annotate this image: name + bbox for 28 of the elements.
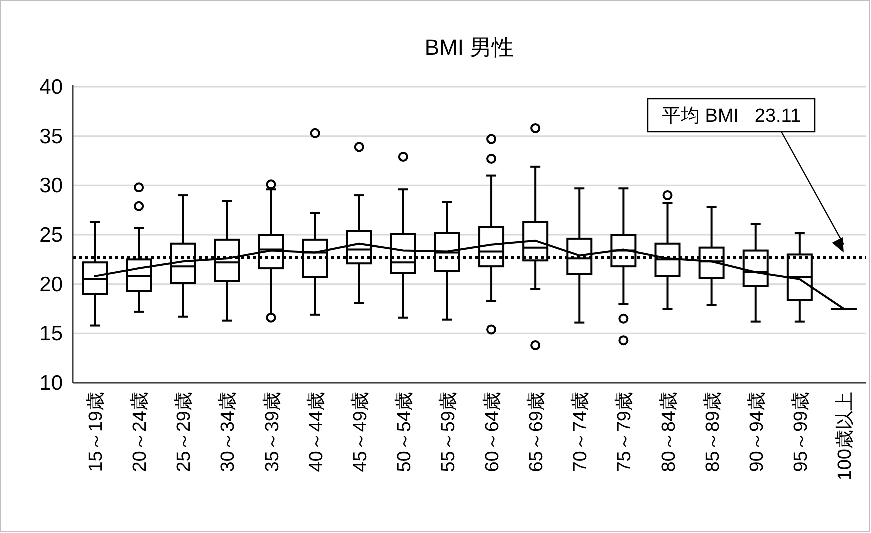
- y-tick-label: 30: [40, 174, 63, 198]
- x-tick-label: 40～44歳: [306, 392, 328, 472]
- y-tick-label: 40: [40, 76, 63, 99]
- x-tick-label: 45～49歳: [350, 392, 372, 472]
- chart-title: BMI 男性: [424, 35, 514, 60]
- y-tick-label: 35: [40, 125, 63, 148]
- y-tick-label: 10: [40, 372, 63, 395]
- x-tick-label: 25～29歳: [174, 392, 196, 472]
- x-tick-label: 70～74歳: [570, 392, 592, 472]
- annotation: 平均 BMI 23.11: [662, 106, 802, 127]
- x-tick-label: 100歳以上: [834, 392, 856, 481]
- y-tick-label: 20: [40, 273, 63, 296]
- x-tick-label: 20～24歳: [130, 392, 152, 472]
- x-tick-label: 30～34歳: [218, 392, 240, 472]
- x-tick-label: 80～84歳: [658, 392, 680, 472]
- x-tick-label: 75～79歳: [614, 392, 636, 472]
- x-tick-label: 95～99歳: [790, 392, 812, 472]
- y-tick-label: 15: [40, 322, 63, 346]
- x-tick-label: 55～59歳: [438, 392, 460, 472]
- x-tick-label: 60～64歳: [482, 392, 504, 472]
- y-tick-label: 25: [40, 224, 63, 247]
- x-tick-label: 50～54歳: [394, 392, 416, 472]
- x-tick-label: 15～19歳: [86, 392, 108, 472]
- x-tick-label: 35～39歳: [262, 392, 284, 472]
- x-tick-label: 90～94歳: [746, 392, 768, 472]
- annotation: 平均 BMI 23.11: [647, 98, 816, 133]
- x-tick-label: 85～89歳: [702, 392, 724, 472]
- x-tick-label: 65～69歳: [526, 392, 548, 472]
